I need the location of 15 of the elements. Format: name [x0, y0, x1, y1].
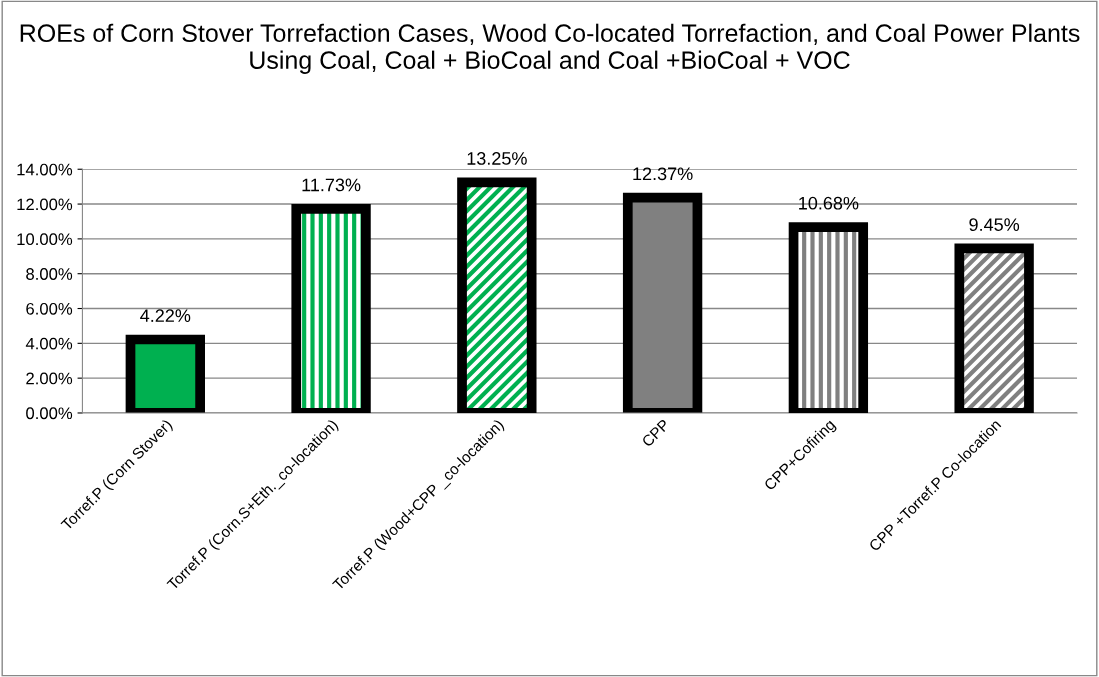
data-label: 11.73%	[302, 178, 361, 192]
y-tick-label: 14.00%	[17, 163, 73, 176]
data-label: 9.45%	[969, 218, 1020, 231]
y-tick-label: 10.00%	[17, 233, 73, 246]
y-tick-label: 0.00%	[26, 407, 73, 420]
data-label: 13.25%	[467, 152, 527, 165]
data-label: 12.37%	[633, 167, 693, 181]
y-tick-label: 6.00%	[26, 302, 73, 315]
y-tick-label: 2.00%	[26, 372, 73, 385]
chart-title: ROEs of Corn Stover Torrefaction Cases, Wood Co-located Torrefaction, and Coal Power Plants Using Coal, Coal + BioCoal and Coal +BioCoal + VOC	[20, 23, 1080, 74]
y-tick-label: 12.00%	[17, 198, 73, 211]
y-tick-label: 8.00%	[26, 268, 73, 280]
data-label: 4.22%	[140, 309, 191, 322]
data-label: 10.68%	[799, 196, 859, 210]
y-tick-label: 4.00%	[25, 337, 73, 350]
